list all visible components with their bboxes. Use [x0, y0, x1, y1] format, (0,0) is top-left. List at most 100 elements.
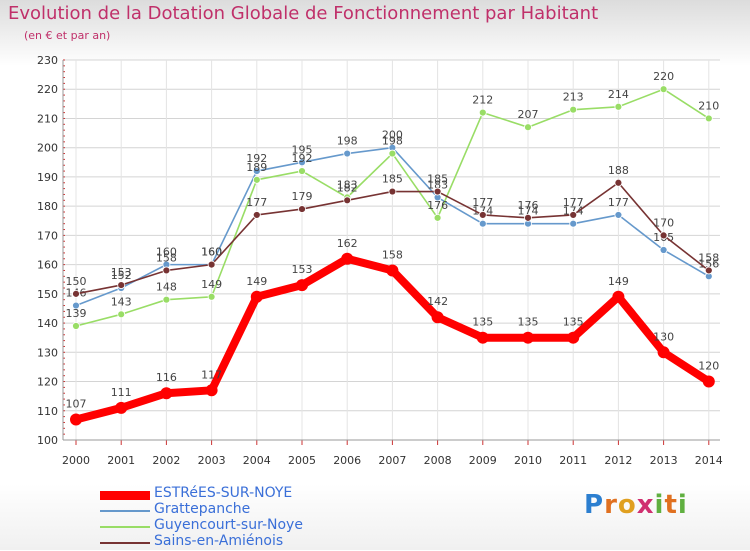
x-tick-label: 2012	[604, 454, 632, 467]
data-point	[388, 187, 397, 196]
data-point	[343, 149, 352, 158]
data-label: 148	[156, 281, 177, 294]
data-point	[569, 211, 578, 219]
y-tick-label: 120	[37, 376, 58, 389]
data-point	[205, 384, 218, 397]
data-label: 150	[66, 275, 87, 288]
data-point	[117, 281, 126, 289]
y-tick-label: 180	[37, 200, 58, 213]
x-tick-label: 2001	[107, 454, 135, 467]
logo-letter: o	[617, 490, 637, 520]
data-point	[522, 331, 534, 344]
data-label: 200	[382, 129, 403, 142]
data-point	[207, 292, 216, 301]
data-label: 176	[518, 199, 539, 212]
y-tick-label: 150	[37, 288, 58, 301]
x-tick-label: 2007	[378, 454, 406, 467]
y-tick-label: 140	[37, 317, 58, 330]
legend-label: Grattepanche	[154, 501, 251, 517]
data-label: 149	[246, 275, 267, 288]
x-tick-label: 2009	[469, 454, 497, 467]
data-label: 153	[111, 266, 132, 279]
x-tick-label: 2003	[198, 454, 226, 467]
y-tick-label: 170	[37, 229, 58, 242]
data-point	[478, 108, 487, 117]
data-point	[433, 213, 442, 222]
chart-title: Evolution de la Dotation Globale de Fonc…	[8, 3, 599, 24]
data-point	[386, 264, 399, 277]
data-point	[160, 387, 173, 400]
data-label: 111	[111, 386, 132, 399]
data-label: 198	[382, 135, 403, 148]
x-tick-label: 2011	[559, 454, 587, 467]
data-label: 183	[337, 178, 358, 191]
data-label: 195	[292, 143, 313, 156]
data-point	[614, 211, 623, 219]
data-point	[388, 149, 397, 158]
data-point	[252, 175, 261, 184]
data-label: 183	[427, 178, 448, 191]
data-label: 135	[518, 316, 539, 329]
data-label: 158	[698, 251, 719, 264]
logo-letter: i	[677, 490, 688, 520]
data-label: 213	[563, 91, 584, 104]
x-tick-label: 2014	[695, 454, 723, 467]
logo-letter: P	[584, 490, 605, 520]
proxiti-logo: Proxiti	[584, 490, 688, 520]
data-point	[250, 290, 263, 303]
x-tick-label: 2010	[514, 454, 542, 467]
data-label: 185	[427, 173, 448, 186]
data-point	[567, 331, 580, 344]
y-tick-label: 200	[37, 142, 58, 155]
y-tick-label: 130	[37, 346, 58, 359]
data-label: 116	[156, 371, 177, 384]
data-point	[657, 346, 670, 359]
logo-letter: t	[664, 490, 678, 520]
data-label: 152	[111, 269, 132, 282]
data-point	[569, 105, 578, 114]
logo-letter: r	[604, 490, 618, 520]
x-tick-label: 2004	[243, 454, 271, 467]
data-point	[252, 211, 261, 219]
data-point	[524, 213, 532, 222]
data-point	[614, 102, 623, 111]
data-label: 139	[66, 307, 87, 320]
data-label: 207	[518, 108, 539, 121]
chart-subtitle: (en € et par an)	[24, 29, 111, 42]
data-label: 177	[608, 196, 629, 209]
data-label: 130	[653, 330, 674, 343]
data-label: 107	[66, 398, 87, 411]
x-tick-label: 2008	[424, 454, 452, 467]
logo-letter: x	[636, 490, 655, 520]
y-tick-label: 230	[37, 54, 58, 67]
plot-area	[63, 60, 720, 440]
data-point	[478, 211, 487, 219]
data-label: 153	[292, 263, 313, 276]
legend-label: Guyencourt-sur-Noye	[154, 517, 303, 533]
y-tick-label: 210	[37, 112, 58, 125]
data-label: 214	[608, 88, 629, 101]
legend-swatch	[100, 526, 150, 528]
data-label: 160	[156, 246, 177, 259]
data-label: 120	[698, 360, 719, 373]
x-tick-label: 2005	[288, 454, 316, 467]
data-label: 192	[292, 152, 313, 165]
data-label: 220	[653, 70, 674, 83]
data-point	[298, 167, 306, 175]
data-label: 149	[201, 278, 222, 291]
data-label: 158	[382, 248, 403, 261]
y-tick-label: 100	[37, 434, 58, 447]
data-label: 160	[201, 246, 222, 259]
legend-swatch	[100, 490, 150, 500]
data-point	[115, 401, 128, 414]
data-point	[70, 413, 82, 426]
x-tick-label: 2000	[62, 454, 90, 467]
data-label: 192	[246, 152, 267, 165]
data-point	[298, 158, 306, 167]
data-label: 160	[201, 246, 222, 259]
data-label: 179	[292, 190, 313, 203]
data-point	[659, 246, 668, 254]
data-point	[296, 279, 308, 292]
data-point	[702, 375, 715, 388]
data-point	[431, 311, 444, 324]
